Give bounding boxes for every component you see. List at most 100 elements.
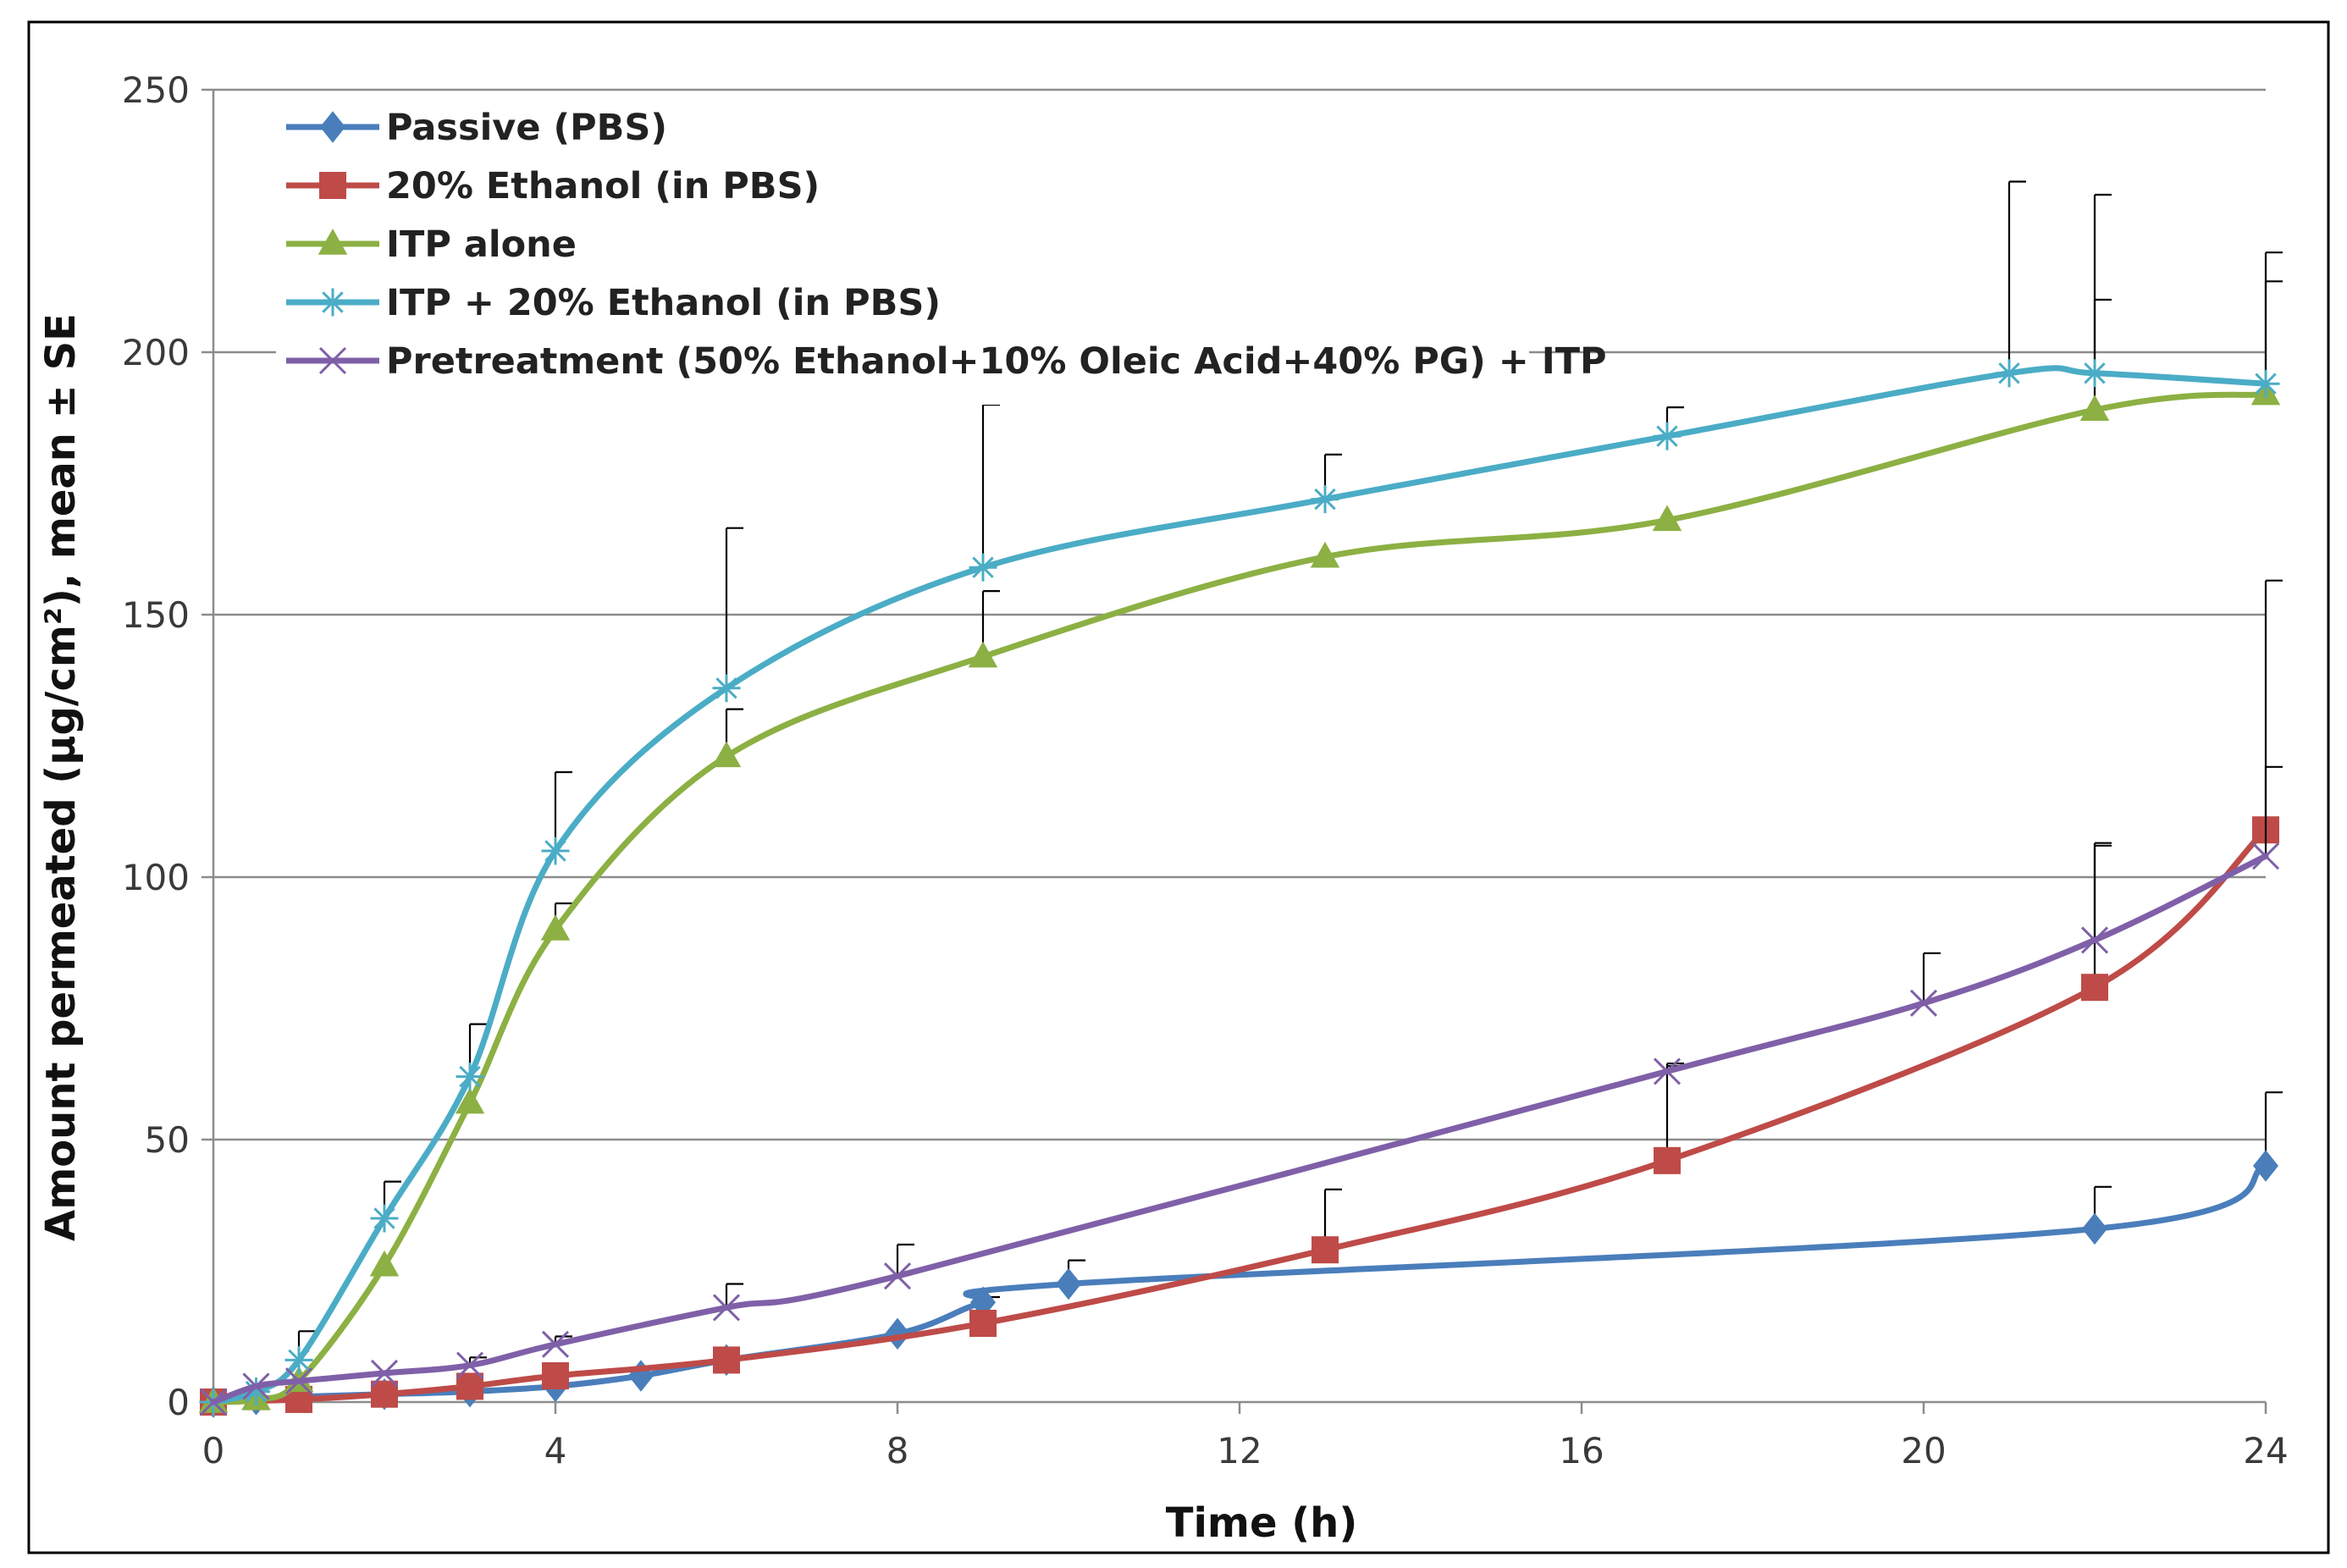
data-point-asterisk [541, 836, 570, 865]
legend-label: Pretreatment (50% Ethanol+10% Oleic Acid… [386, 340, 1607, 383]
data-point-triangle [318, 229, 348, 255]
data-point-cross [2251, 842, 2280, 870]
data-point-diamond [885, 1317, 910, 1350]
series-layer [198, 180, 2283, 1418]
data-point-asterisk [1995, 359, 2024, 388]
data-point-asterisk [2080, 359, 2109, 388]
axes: 0 50 100 150 200 250 0 4 8 12 16 20 24 [122, 69, 2289, 1471]
data-point-triangle [968, 641, 998, 668]
legend-background [276, 95, 1529, 405]
data-point-square [1654, 1146, 1681, 1174]
data-point-square [969, 1310, 997, 1337]
cross-stroke [883, 1262, 912, 1290]
data-point-cross [370, 1359, 399, 1387]
asterisk-stroke [322, 291, 344, 313]
y-tick-label: 50 [145, 1119, 190, 1161]
data-point-triangle [711, 741, 742, 768]
data-point-cross [318, 346, 347, 375]
data-point-triangle [1310, 541, 1340, 568]
cross-stroke [1653, 1057, 1682, 1085]
data-point-square [371, 1380, 398, 1408]
data-point-triangle [2079, 395, 2110, 421]
data-point-cross [284, 1367, 313, 1395]
cross-stroke [2251, 842, 2280, 870]
cross-stroke [318, 346, 347, 375]
data-point-asterisk [284, 1345, 313, 1374]
data-point-square [319, 172, 346, 199]
x-axis-title: Time (h) [1166, 1499, 1358, 1547]
data-point-diamond [2082, 1212, 2107, 1245]
y-tick-label: 150 [122, 594, 190, 636]
data-point-cross [1653, 1057, 1682, 1085]
legend-label: ITP alone [386, 224, 577, 266]
y-tick-label: 250 [122, 69, 190, 111]
data-point-triangle [455, 1087, 485, 1114]
data-point-diamond [1056, 1267, 1081, 1300]
series-3 [199, 180, 2283, 1416]
data-point-triangle [369, 1250, 400, 1277]
x-tick-label: 20 [1901, 1430, 1946, 1471]
x-tick-label: 16 [1559, 1430, 1604, 1471]
data-point-diamond [2253, 1150, 2278, 1182]
cross-stroke [242, 1372, 270, 1400]
legend-item: ITP + 20% Ethanol (in PBS) [286, 282, 941, 324]
asterisk-stroke [972, 556, 994, 578]
data-point-asterisk [712, 674, 741, 703]
series-line [210, 391, 2269, 1405]
data-point-square [542, 1362, 569, 1389]
legend-label: Passive (PBS) [386, 107, 667, 149]
asterisk-stroke [288, 1349, 310, 1372]
asterisk-stroke [1314, 488, 1336, 511]
legend-item: 20% Ethanol (in PBS) [286, 165, 820, 207]
asterisk-stroke [2255, 373, 2277, 395]
data-point-asterisk [2251, 369, 2280, 398]
asterisk-stroke [1656, 425, 1678, 447]
asterisk-stroke [459, 1065, 481, 1088]
data-point-asterisk [1653, 422, 1682, 450]
legend-item: Pretreatment (50% Ethanol+10% Oleic Acid… [286, 340, 1607, 383]
cross-stroke [541, 1330, 570, 1358]
cross-stroke [456, 1351, 484, 1379]
x-tick-label: 24 [2243, 1430, 2288, 1471]
y-tick-label: 200 [122, 332, 190, 373]
data-point-asterisk [1311, 485, 1339, 514]
data-point-square [1312, 1236, 1339, 1264]
series-4 [199, 765, 2283, 1416]
legend-label: 20% Ethanol (in PBS) [386, 165, 820, 207]
y-axis-title: Amount permeated (µg/cm²), mean ± SE [37, 313, 85, 1241]
data-point-diamond [320, 111, 345, 143]
cross-stroke [2080, 926, 2109, 954]
data-point-cross [456, 1351, 484, 1379]
data-point-square [713, 1346, 740, 1374]
data-point-asterisk [318, 288, 347, 317]
asterisk-stroke [1998, 362, 2020, 384]
data-point-cross [242, 1372, 270, 1400]
legend-item: ITP alone [286, 224, 577, 266]
data-point-cross [712, 1294, 741, 1322]
x-tick-label: 0 [202, 1430, 225, 1471]
y-tick-label: 100 [122, 857, 190, 898]
data-point-triangle [540, 914, 571, 941]
series-line [210, 853, 2269, 1405]
data-point-square [2081, 974, 2108, 1002]
gridlines [213, 88, 2266, 1141]
y-tick-label: 0 [167, 1382, 190, 1423]
cross-stroke [712, 1294, 741, 1322]
data-point-cross [1909, 989, 1938, 1017]
legend-label: ITP + 20% Ethanol (in PBS) [386, 282, 941, 324]
data-point-asterisk [370, 1204, 399, 1233]
asterisk-stroke [2084, 362, 2106, 384]
asterisk-stroke [373, 1207, 395, 1229]
x-tick-label: 4 [544, 1430, 567, 1471]
data-point-cross [199, 1388, 228, 1416]
data-point-triangle [1652, 505, 1682, 532]
cross-stroke [1909, 989, 1938, 1017]
legend: Passive (PBS) 20% Ethanol (in PBS) ITP alo… [276, 95, 1607, 405]
data-point-cross [541, 1330, 570, 1358]
cross-stroke [199, 1388, 228, 1416]
data-point-asterisk [456, 1063, 484, 1091]
cross-stroke [284, 1367, 313, 1395]
x-tick-label: 12 [1217, 1430, 1262, 1471]
data-point-cross [2080, 926, 2109, 954]
data-point-asterisk [969, 553, 997, 582]
